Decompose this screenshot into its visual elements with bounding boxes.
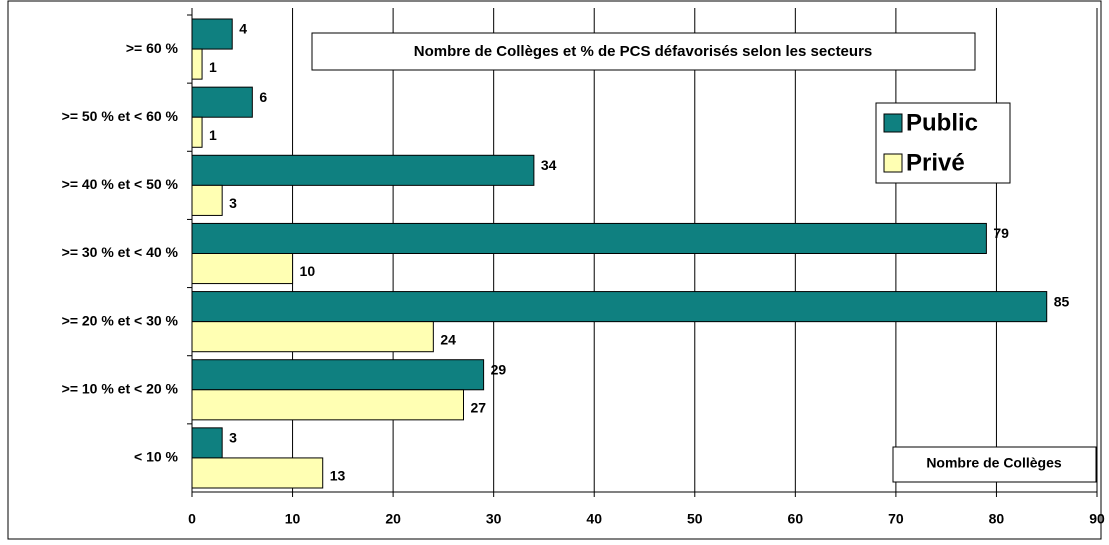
x-tick-label: 40 (586, 511, 602, 527)
value-label: 85 (1054, 293, 1070, 309)
y-tick-label: < 10 % (134, 449, 179, 465)
bar (191, 321, 434, 353)
x-tick-label: 90 (1089, 511, 1105, 527)
bar (191, 389, 464, 421)
value-label: 1 (209, 59, 217, 75)
y-tick-label: >= 40 % et < 50 % (62, 176, 179, 192)
y-tick-label: >= 60 % (126, 40, 179, 56)
value-label: 24 (440, 331, 456, 347)
x-axis-label: Nombre de Collèges (926, 455, 1062, 471)
x-tick-label: 70 (888, 511, 904, 527)
legend-swatch (883, 113, 903, 133)
y-tick-label: >= 50 % et < 60 % (62, 108, 179, 124)
bar (191, 18, 233, 50)
legend-label: Privé (906, 149, 965, 176)
bar (191, 184, 223, 216)
bar (191, 154, 535, 186)
x-tick-label: 10 (285, 511, 301, 527)
value-label: 27 (471, 400, 487, 416)
bar (191, 86, 253, 118)
bar (191, 48, 203, 80)
legend-swatch (883, 153, 903, 173)
bar (191, 457, 324, 489)
bar (191, 222, 987, 255)
x-tick-label: 0 (188, 511, 196, 527)
legend-label: Public (906, 109, 978, 136)
value-label: 3 (229, 195, 237, 211)
title-box (311, 32, 976, 71)
value-label: 1 (209, 127, 217, 143)
x-tick-label: 60 (788, 511, 804, 527)
bar (191, 359, 485, 391)
bar (191, 427, 223, 459)
x-label-box (892, 446, 1097, 483)
bar (191, 253, 294, 285)
value-label: 4 (239, 21, 247, 37)
y-tick-label: >= 30 % et < 40 % (62, 244, 179, 260)
y-tick-label: >= 10 % et < 20 % (62, 380, 179, 396)
value-label: 10 (300, 263, 316, 279)
value-label: 6 (259, 89, 267, 105)
chart-title: Nombre de Collèges et % de PCS défavoris… (414, 43, 873, 60)
value-label: 13 (330, 468, 346, 484)
x-tick-label: 20 (385, 511, 401, 527)
value-label: 34 (541, 157, 557, 173)
value-label: 79 (993, 225, 1009, 241)
value-label: 3 (229, 430, 237, 446)
x-tick-label: 80 (989, 511, 1005, 527)
x-tick-label: 50 (687, 511, 703, 527)
x-tick-label: 30 (486, 511, 502, 527)
bar (191, 291, 1048, 323)
y-tick-label: >= 20 % et < 30 % (62, 312, 179, 328)
bars (191, 18, 1048, 489)
value-label: 29 (491, 361, 507, 377)
bar (191, 116, 203, 148)
